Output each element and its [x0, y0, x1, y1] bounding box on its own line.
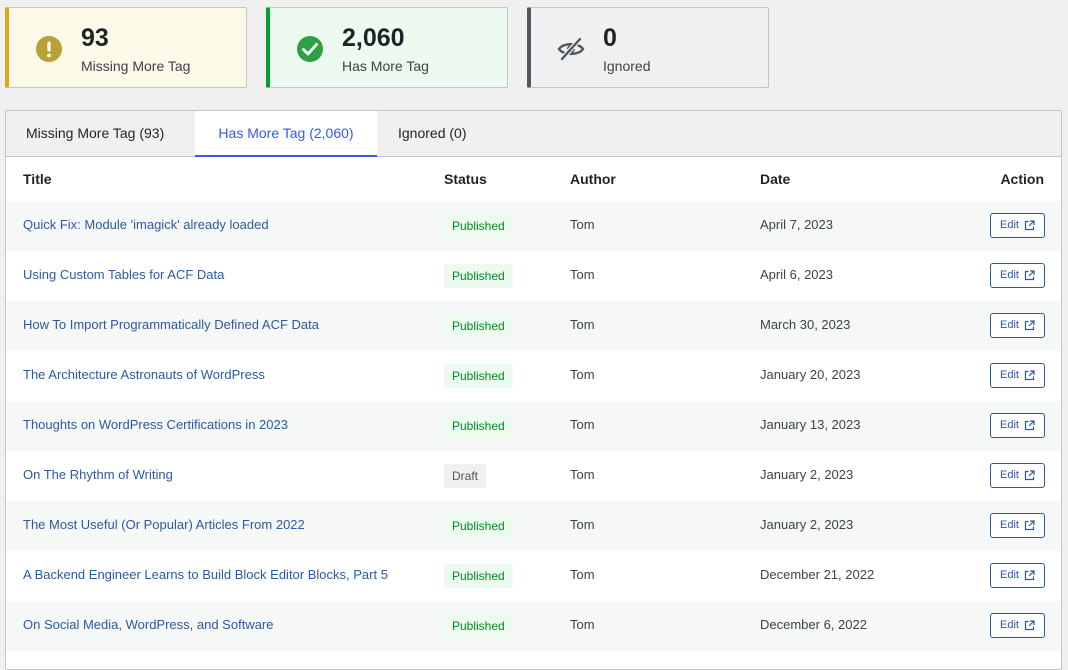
has-count: 2,060 [342, 24, 405, 52]
post-author: Tom [570, 617, 595, 632]
edit-label: Edit [1000, 319, 1019, 331]
external-link-icon [1024, 620, 1035, 631]
edit-label: Edit [1000, 619, 1019, 631]
status-badge: Draft [444, 464, 487, 488]
table-row: The Architecture Astronauts of WordPress… [6, 351, 1061, 401]
missing-count: 93 [81, 24, 109, 52]
external-link-icon [1024, 220, 1035, 231]
table-row: How To Import Programmatically Defined A… [6, 301, 1061, 351]
edit-button[interactable]: Edit [990, 513, 1045, 538]
external-link-icon [1024, 370, 1035, 381]
post-date: April 6, 2023 [760, 267, 833, 282]
status-badge: Published [444, 364, 513, 388]
edit-label: Edit [1000, 569, 1019, 581]
post-title-link[interactable]: Quick Fix: Module 'imagick' already load… [23, 217, 269, 232]
eye-slash-icon [557, 37, 585, 61]
status-badge: Published [444, 314, 513, 338]
status-badge: Published [444, 414, 513, 438]
ignored-card: 0 Ignored [527, 7, 769, 88]
edit-button[interactable]: Edit [990, 213, 1045, 238]
post-author: Tom [570, 567, 595, 582]
edit-label: Edit [1000, 269, 1019, 281]
tab-ignored[interactable]: Ignored (0) [398, 125, 467, 141]
status-badge: Published [444, 264, 513, 288]
tab-has-more-tag[interactable]: Has More Tag (2,060) [195, 111, 377, 157]
post-title-link[interactable]: The Architecture Astronauts of WordPress [23, 367, 265, 382]
column-author: Author [570, 171, 616, 187]
has-more-tag-card: 2,060 Has More Tag [266, 7, 508, 88]
post-title-link[interactable]: A Backend Engineer Learns to Build Block… [23, 567, 388, 582]
external-link-icon [1024, 320, 1035, 331]
edit-button[interactable]: Edit [990, 563, 1045, 588]
post-date: December 21, 2022 [760, 567, 875, 582]
post-date: December 6, 2022 [760, 617, 867, 632]
table-row: On The Rhythm of Writing Draft Tom Janua… [6, 451, 1061, 501]
has-label: Has More Tag [342, 58, 429, 74]
post-title-link[interactable]: The Most Useful (Or Popular) Articles Fr… [23, 517, 305, 532]
post-author: Tom [570, 317, 595, 332]
post-date: January 2, 2023 [760, 517, 854, 532]
edit-button[interactable]: Edit [990, 313, 1045, 338]
post-date: January 2, 2023 [760, 467, 854, 482]
table-header: Title Status Author Date Action [6, 157, 1061, 202]
edit-label: Edit [1000, 519, 1019, 531]
column-title[interactable]: Title [23, 171, 52, 187]
table-row: Thoughts on WordPress Certifications in … [6, 401, 1061, 451]
post-author: Tom [570, 367, 595, 382]
post-date: January 13, 2023 [760, 417, 861, 432]
post-title-link[interactable]: Using Custom Tables for ACF Data [23, 267, 225, 282]
table-row: Using Custom Tables for ACF Data Publish… [6, 251, 1061, 301]
table-row: On Social Media, WordPress, and Software… [6, 601, 1061, 651]
table-row: The Most Useful (Or Popular) Articles Fr… [6, 501, 1061, 551]
edit-label: Edit [1000, 419, 1019, 431]
external-link-icon [1024, 570, 1035, 581]
external-link-icon [1024, 470, 1035, 481]
post-title-link[interactable]: How To Import Programmatically Defined A… [23, 317, 319, 332]
external-link-icon [1024, 520, 1035, 531]
edit-label: Edit [1000, 369, 1019, 381]
status-badge: Published [444, 564, 513, 588]
post-date: January 20, 2023 [760, 367, 861, 382]
edit-button[interactable]: Edit [990, 363, 1045, 388]
column-action: Action [1000, 171, 1044, 187]
table-row: A Backend Engineer Learns to Build Block… [6, 551, 1061, 601]
post-author: Tom [570, 467, 595, 482]
edit-button[interactable]: Edit [990, 263, 1045, 288]
column-status: Status [444, 171, 487, 187]
column-date[interactable]: Date [760, 171, 791, 187]
ignored-count: 0 [603, 24, 617, 52]
edit-label: Edit [1000, 219, 1019, 231]
edit-button[interactable]: Edit [990, 463, 1045, 488]
post-date: April 7, 2023 [760, 217, 833, 232]
edit-label: Edit [1000, 469, 1019, 481]
missing-label: Missing More Tag [81, 58, 191, 74]
check-circle-icon [297, 36, 323, 62]
post-author: Tom [570, 517, 595, 532]
tab-missing-more-tag[interactable]: Missing More Tag (93) [26, 125, 165, 141]
post-author: Tom [570, 267, 595, 282]
post-title-link[interactable]: On Social Media, WordPress, and Software [23, 617, 274, 632]
post-author: Tom [570, 417, 595, 432]
status-badge: Published [444, 614, 513, 638]
tab-bar: Missing More Tag (93) Has More Tag (2,06… [6, 111, 1061, 157]
ignored-label: Ignored [603, 58, 651, 74]
post-title-link[interactable]: On The Rhythm of Writing [23, 467, 173, 482]
post-author: Tom [570, 217, 595, 232]
post-title-link[interactable]: Thoughts on WordPress Certifications in … [23, 417, 288, 432]
status-badge: Published [444, 514, 513, 538]
edit-button[interactable]: Edit [990, 613, 1045, 638]
posts-panel: Missing More Tag (93) Has More Tag (2,06… [5, 110, 1062, 670]
external-link-icon [1024, 420, 1035, 431]
warning-icon [36, 36, 62, 62]
missing-more-tag-card: 93 Missing More Tag [5, 7, 247, 88]
external-link-icon [1024, 270, 1035, 281]
table-body: Quick Fix: Module 'imagick' already load… [6, 201, 1061, 651]
status-badge: Published [444, 214, 513, 238]
edit-button[interactable]: Edit [990, 413, 1045, 438]
post-date: March 30, 2023 [760, 317, 851, 332]
table-row: Quick Fix: Module 'imagick' already load… [6, 201, 1061, 251]
